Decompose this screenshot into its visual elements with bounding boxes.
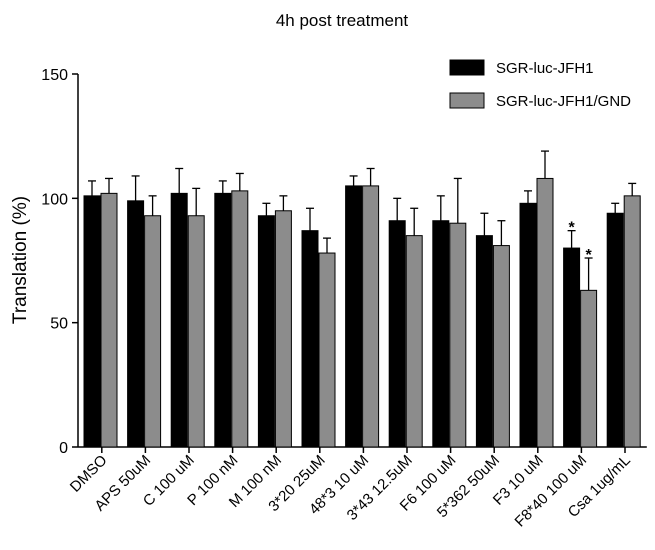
bar [580, 289, 598, 448]
bar [388, 220, 406, 448]
bar [83, 195, 101, 448]
bar [623, 195, 641, 448]
bar [100, 192, 118, 448]
bar [563, 247, 581, 448]
bar [318, 252, 336, 448]
legend: SGR-luc-JFH1 SGR-luc-JFH1/GND [449, 59, 631, 110]
bar [449, 222, 467, 448]
bar [170, 192, 188, 448]
bar [492, 245, 510, 448]
bar [475, 235, 493, 448]
bar [274, 210, 292, 448]
legend-label: SGR-luc-JFH1 [496, 60, 594, 77]
bar [362, 185, 380, 448]
bar [214, 192, 232, 448]
legend-swatch [449, 59, 485, 76]
significance-marker: * [568, 220, 575, 237]
bar [432, 220, 450, 448]
chart-title: 4h post treatment [276, 11, 409, 30]
bar [345, 185, 363, 448]
y-tick-label: 150 [41, 67, 68, 84]
bar [405, 235, 423, 448]
y-tick-label: 0 [59, 440, 68, 457]
bars: ** [83, 150, 641, 448]
bar [519, 202, 537, 448]
legend-swatch [449, 92, 485, 109]
bar [127, 200, 145, 448]
bar [231, 190, 249, 448]
bar [606, 212, 624, 448]
bar [301, 230, 319, 448]
bar [257, 215, 275, 448]
bar [536, 177, 554, 448]
bar [144, 215, 162, 448]
significance-marker: * [585, 247, 592, 264]
y-tick-label: 100 [41, 191, 68, 208]
y-tick-label: 50 [50, 316, 68, 333]
bar [187, 215, 205, 448]
legend-label: SGR-luc-JFH1/GND [496, 93, 631, 110]
y-axis-label: Translation (%) [10, 196, 31, 324]
